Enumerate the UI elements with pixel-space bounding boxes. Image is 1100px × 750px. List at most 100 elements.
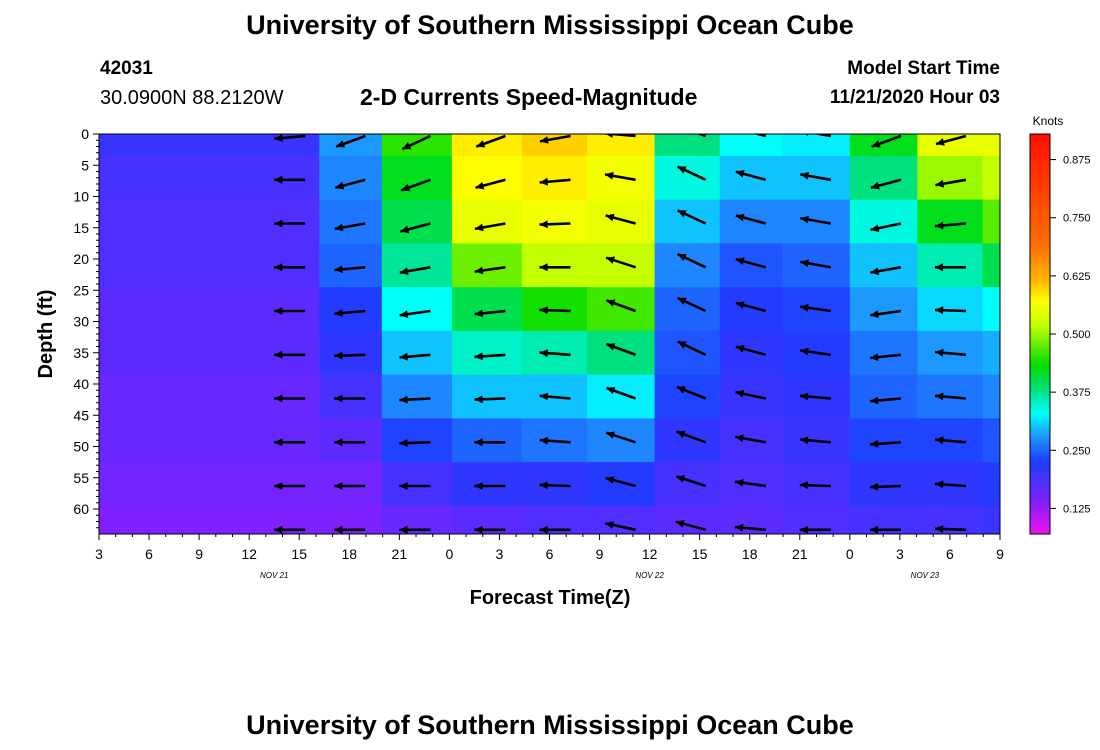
heat-cell — [319, 330, 383, 376]
chart-title: 2-D Currents Speed-Magnitude — [360, 84, 698, 110]
arrow-head — [1071, 477, 1080, 485]
arrow-head — [677, 166, 687, 174]
current-arrow — [334, 482, 366, 490]
arrow-head — [1002, 387, 1011, 394]
current-arrow — [677, 165, 707, 181]
arrow-head — [676, 430, 686, 439]
arrow-shaft — [1071, 524, 1100, 529]
current-arrow — [399, 525, 431, 534]
x-tick-label: 6 — [546, 546, 554, 562]
arrow-head — [274, 525, 283, 534]
y-tick-label: 40 — [73, 376, 89, 392]
arrow-head — [274, 307, 283, 315]
current-arrow — [870, 222, 902, 233]
current-arrow — [934, 480, 966, 489]
arrow-head — [676, 386, 686, 394]
current-arrow — [605, 256, 637, 269]
current-arrow — [1001, 476, 1031, 486]
heat-cell — [451, 134, 523, 157]
heat-cell — [917, 243, 984, 288]
heat-cell — [319, 374, 383, 419]
colorbar-tick-label: 0.250 — [1063, 445, 1091, 457]
current-arrow — [334, 265, 366, 274]
arrow-shaft — [1002, 344, 1031, 355]
arrow-shaft — [1071, 480, 1100, 486]
heat-cell — [719, 374, 783, 419]
y-tick-label: 55 — [73, 470, 89, 486]
arrow-head — [935, 436, 944, 445]
current-arrow — [799, 392, 831, 401]
current-arrow — [676, 430, 707, 444]
arrow-head — [1002, 300, 1011, 307]
arrow-head — [274, 482, 283, 490]
arrow-head — [399, 439, 408, 447]
current-arrow — [799, 525, 831, 534]
heat-cell — [451, 462, 523, 507]
heat-cell — [587, 287, 656, 332]
x-date-label: NOV 23 — [911, 571, 940, 580]
current-arrow — [870, 266, 902, 276]
x-axis-label: Forecast Time(Z) — [470, 587, 631, 609]
current-arrow — [474, 482, 506, 490]
arrow-head — [474, 438, 483, 447]
heat-cell — [654, 505, 721, 534]
arrow-head — [800, 347, 809, 356]
arrow-head — [869, 482, 879, 491]
arrow-head — [336, 140, 346, 148]
arrow-head — [606, 343, 616, 351]
current-arrow — [274, 482, 306, 490]
heat-cell — [521, 134, 588, 157]
arrow-head — [402, 142, 412, 150]
arrow-head — [539, 177, 548, 186]
arrow-head — [606, 299, 616, 307]
colorbar-tick-label: 0.125 — [1063, 503, 1091, 515]
heat-cell — [982, 505, 1000, 534]
heat-cell — [319, 199, 383, 244]
current-arrow — [675, 475, 707, 488]
arrow-head — [474, 395, 483, 404]
current-arrow — [871, 134, 902, 148]
current-arrow — [799, 481, 831, 490]
current-arrow — [1071, 522, 1100, 530]
arrow-head — [1071, 259, 1080, 267]
arrow-head — [735, 213, 745, 222]
arrow-shaft — [1071, 434, 1100, 442]
x-tick-label: 12 — [241, 546, 257, 562]
current-arrow — [1001, 216, 1032, 224]
arrow-head — [605, 134, 613, 138]
x-tick-label: 15 — [692, 546, 708, 562]
heat-cell — [849, 287, 919, 332]
current-arrow — [604, 171, 636, 182]
arrow-head — [870, 310, 879, 319]
arrow-head — [676, 475, 686, 483]
arrow-head — [735, 257, 745, 266]
arrow-shaft — [1001, 523, 1031, 530]
heat-cell — [99, 418, 320, 463]
arrow-head — [870, 224, 880, 233]
arrow-head — [677, 210, 687, 218]
heat-cell — [451, 330, 523, 376]
heat-cell — [587, 330, 656, 376]
heat-cell — [654, 418, 721, 463]
heat-cell — [381, 330, 453, 376]
current-arrow — [735, 257, 767, 269]
station-id: 42031 — [100, 58, 153, 79]
heat-cell — [654, 330, 721, 376]
heat-cell — [782, 134, 851, 157]
current-arrow — [539, 220, 571, 229]
arrow-shaft — [1071, 305, 1100, 311]
heat-cell — [99, 462, 320, 507]
arrow-head — [1001, 476, 1010, 484]
current-arrow — [677, 296, 707, 313]
current-arrow — [539, 436, 571, 445]
model-start-time: 11/21/2020 Hour 03 — [829, 87, 1000, 108]
current-arrow — [735, 301, 767, 313]
current-arrow — [1002, 343, 1031, 355]
x-tick-label: 3 — [496, 546, 504, 562]
current-arrow — [274, 219, 306, 228]
current-arrow — [475, 134, 506, 148]
page-title: University of Southern Mississippi Ocean… — [246, 10, 854, 40]
footer-title: University of Southern Mississippi Ocean… — [246, 710, 854, 740]
current-arrow — [474, 222, 506, 232]
current-arrow — [604, 134, 636, 138]
